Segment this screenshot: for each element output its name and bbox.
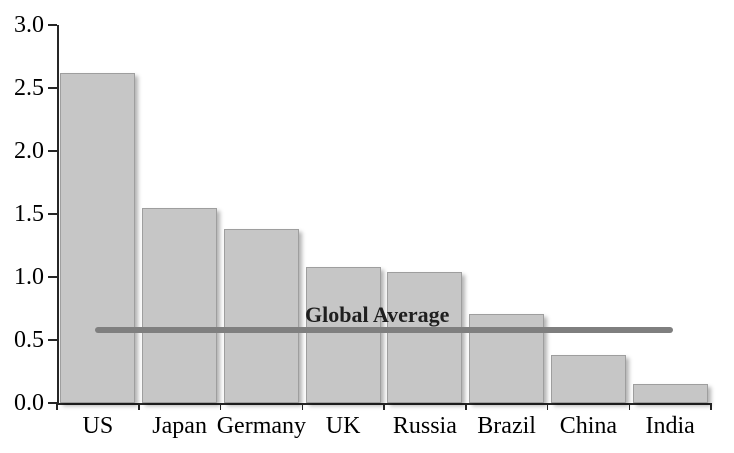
global-average-line [94, 326, 674, 333]
y-tick-mark [48, 276, 57, 278]
bar-japan [142, 207, 218, 403]
x-label-us: US [82, 413, 114, 439]
x-label-germany: Germany [216, 413, 307, 439]
bar-china [550, 355, 626, 403]
bar-india [632, 384, 708, 403]
y-tick-label: 0.0 [14, 390, 44, 416]
y-tick-label: 0.5 [14, 327, 44, 353]
x-label-india: India [645, 413, 695, 439]
y-tick-label: 2.5 [14, 75, 44, 101]
x-label-uk: UK [325, 413, 361, 439]
y-tick-mark [48, 24, 57, 26]
x-tick-mark [138, 403, 140, 410]
y-tick-mark [48, 150, 57, 152]
x-label-china: China [559, 413, 618, 439]
y-tick-label: 1.0 [14, 264, 44, 290]
x-tick-mark [628, 403, 630, 410]
x-label-brazil: Brazil [477, 413, 536, 439]
x-tick-mark [546, 403, 549, 410]
x-label-russia: Russia [392, 413, 457, 439]
x-tick-mark [219, 403, 222, 410]
x-tick-mark [383, 403, 385, 410]
y-tick-label: 2.0 [14, 138, 44, 164]
y-tick-mark [48, 339, 57, 341]
global-average-label: Global Average [305, 301, 450, 327]
y-tick-label: 1.5 [14, 201, 44, 227]
y-tick-mark [48, 402, 57, 404]
bar-russia [387, 271, 463, 403]
y-tick-label: 3.0 [14, 12, 44, 38]
x-tick-mark [56, 403, 58, 410]
x-label-japan: Japan [152, 413, 207, 439]
x-tick-mark [465, 403, 467, 410]
y-axis-line [57, 25, 59, 405]
x-tick-mark [710, 403, 712, 410]
bar-germany [223, 229, 299, 403]
y-tick-mark [48, 87, 57, 89]
bar-us [60, 72, 136, 403]
x-tick-mark [301, 403, 303, 410]
bar-uk [305, 266, 381, 403]
y-tick-mark [48, 213, 57, 215]
